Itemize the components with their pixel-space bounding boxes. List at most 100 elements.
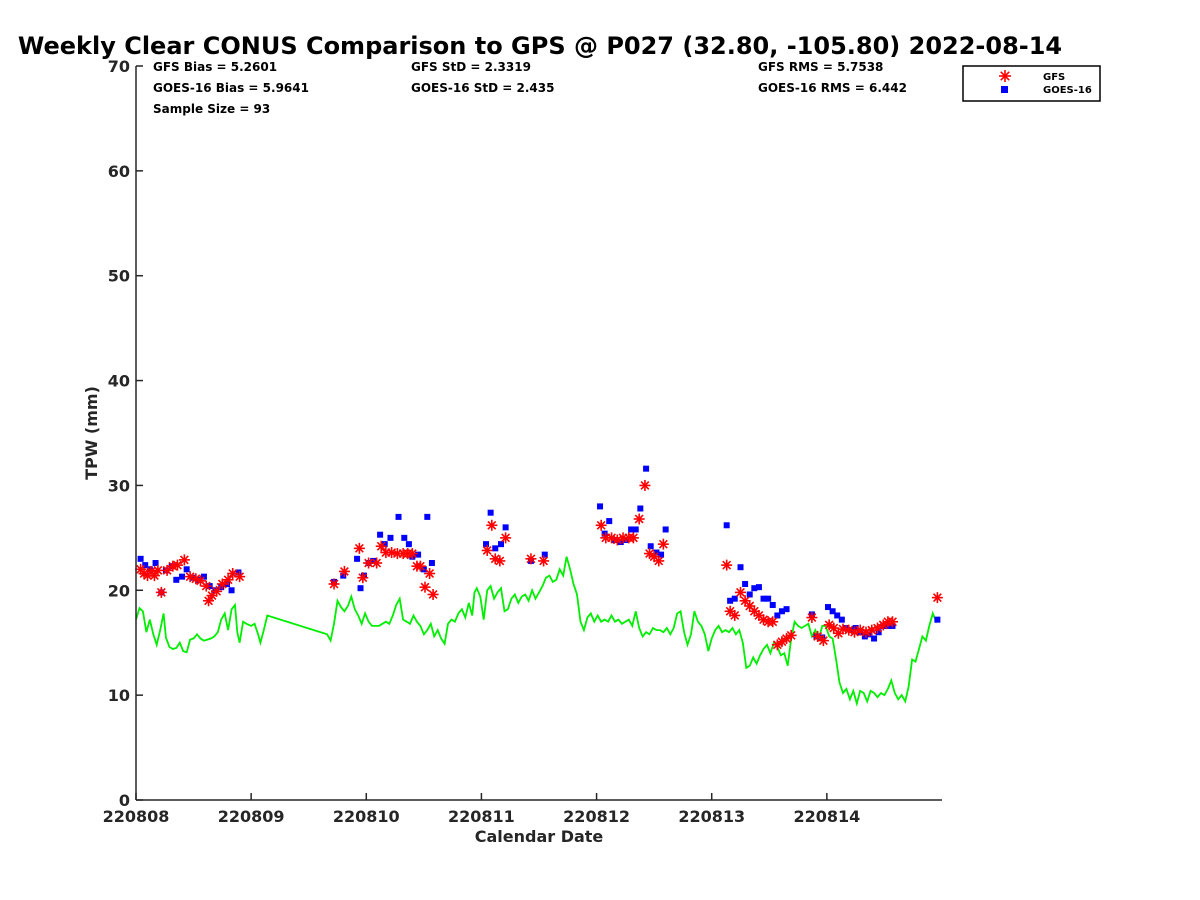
gfs-point xyxy=(338,565,350,577)
gfs-point xyxy=(525,553,537,565)
gfs-point xyxy=(729,609,741,621)
x-ticks: 220808 220809 220810 220811 220812 220813 2208… xyxy=(103,793,860,826)
gfs-point xyxy=(200,580,212,592)
gfs-std-text: GFS StD = 2.3319 xyxy=(411,60,531,74)
plot-area xyxy=(135,465,943,707)
legend-goes16-label: GOES-16 xyxy=(1043,85,1092,96)
gfs-point xyxy=(363,557,375,569)
goes16-point xyxy=(498,541,505,548)
goes16-point xyxy=(653,549,660,556)
gfs-point xyxy=(167,560,179,572)
goes16-point xyxy=(370,557,377,564)
goes16-point xyxy=(662,526,669,533)
goes16-point xyxy=(228,587,235,594)
goes16-point xyxy=(755,584,762,591)
y-tick-label: 40 xyxy=(108,372,130,391)
goes16-point xyxy=(742,580,749,587)
goes16-point xyxy=(637,505,644,512)
gfs-point xyxy=(203,595,215,607)
gfs-point xyxy=(657,538,669,550)
gfs-point xyxy=(639,479,651,491)
gfs-point xyxy=(806,612,818,624)
goes16-point xyxy=(628,526,635,533)
gfs-point xyxy=(216,578,228,590)
x-tick-label: 220812 xyxy=(563,807,630,826)
y-tick-label: 50 xyxy=(108,267,130,286)
gfs-point xyxy=(161,564,173,576)
gfs-point xyxy=(486,519,498,531)
gfs-bias-text: GFS Bias = 5.2601 xyxy=(153,60,277,74)
gfs-point xyxy=(414,560,426,572)
legend-box xyxy=(962,65,1101,102)
y-tick-label: 20 xyxy=(108,581,130,600)
goes16-point xyxy=(731,595,738,602)
gfs-point xyxy=(812,630,824,642)
goes-std-text: GOES-16 StD = 2.435 xyxy=(411,81,554,95)
gfs-point xyxy=(481,544,493,556)
goes16-point xyxy=(428,560,435,567)
gfs-point xyxy=(419,581,431,593)
stats-block: GFS Bias = 5.2601 GOES-16 Bias = 5.9641 … xyxy=(153,60,907,116)
legend-gfs-label: GFS xyxy=(1043,72,1065,83)
legend: GFS GOES-16 xyxy=(962,65,1101,102)
goes16-point xyxy=(727,597,734,604)
gfs-point xyxy=(353,542,365,554)
goes16-point xyxy=(137,555,144,562)
goes16-point xyxy=(774,612,781,619)
goes16-point xyxy=(834,612,841,619)
goes16-point xyxy=(778,608,785,615)
goes-bias-text: GOES-16 Bias = 5.9641 xyxy=(153,81,309,95)
gfs-point xyxy=(375,540,387,552)
goes16-point xyxy=(340,572,347,579)
goes16-point xyxy=(769,601,776,608)
gfs-point xyxy=(767,616,779,628)
goes16-point xyxy=(852,625,859,632)
y-axis-label: TPW (mm) xyxy=(82,386,101,480)
goes16-point xyxy=(658,551,665,558)
goes16-point xyxy=(173,576,180,583)
gfs-point xyxy=(424,568,436,580)
goes16-point xyxy=(829,608,836,615)
goes16-point xyxy=(235,569,242,576)
gfs-point xyxy=(886,616,898,628)
gfs-point xyxy=(171,559,183,571)
gfs-point xyxy=(931,592,943,604)
y-tick-label: 0 xyxy=(119,791,130,810)
gfs-point xyxy=(721,559,733,571)
goes16-point xyxy=(825,604,832,611)
x-tick-label: 220814 xyxy=(793,807,860,826)
sample-size-text: Sample Size = 93 xyxy=(153,102,270,116)
goes16-point xyxy=(617,539,624,546)
goes16-point xyxy=(189,574,196,581)
goes16-point xyxy=(152,560,159,567)
gfs-point xyxy=(155,586,167,598)
legend-gfs-marker xyxy=(999,70,1011,82)
gfs-point xyxy=(357,572,369,584)
goes16-series xyxy=(137,465,941,642)
goes16-point xyxy=(819,634,826,641)
gfs-point xyxy=(653,555,665,567)
gfs-point xyxy=(178,554,190,566)
goes16-point xyxy=(357,585,364,592)
goes16-point xyxy=(541,551,548,558)
goes16-point xyxy=(405,541,412,548)
x-tick-label: 220809 xyxy=(218,807,285,826)
goes16-point xyxy=(487,509,494,516)
y-tick-label: 10 xyxy=(108,686,130,705)
legend-goes16-marker xyxy=(1001,86,1008,93)
goes16-point xyxy=(866,631,873,638)
goes16-point xyxy=(643,465,650,472)
chart-title: Weekly Clear CONUS Comparison to GPS @ P… xyxy=(18,32,1062,60)
gfs-point xyxy=(371,557,383,569)
gfs-point xyxy=(627,532,639,544)
goes16-point xyxy=(354,555,361,562)
gfs-point xyxy=(758,614,770,626)
x-tick-label: 220811 xyxy=(448,807,515,826)
goes16-point xyxy=(632,526,639,533)
goes16-point xyxy=(424,513,431,520)
gfs-point xyxy=(595,519,607,531)
gfs-point xyxy=(633,513,645,525)
gfs-point xyxy=(152,564,164,576)
goes16-point xyxy=(737,564,744,571)
goes16-point xyxy=(387,534,394,541)
